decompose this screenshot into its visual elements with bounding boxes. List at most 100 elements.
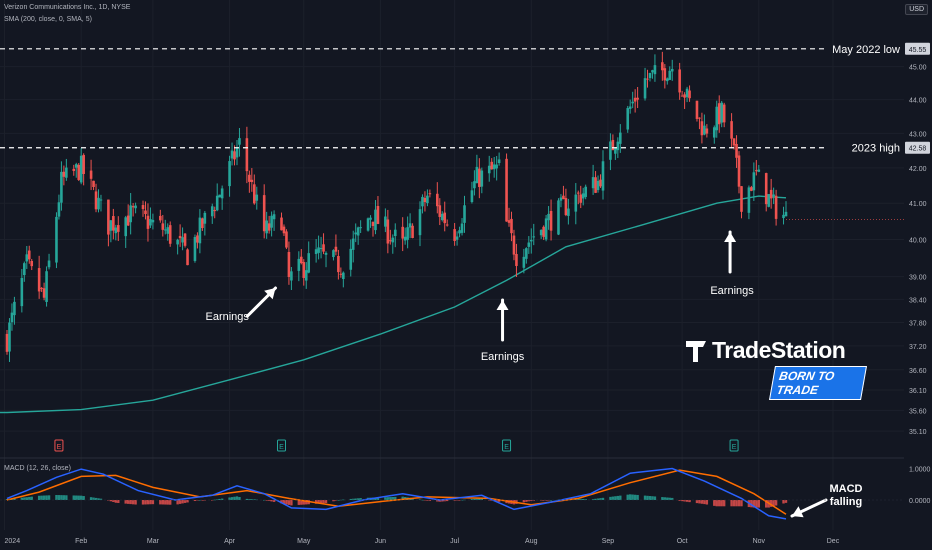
candle-body: [782, 214, 785, 219]
candle-body: [230, 150, 234, 159]
macd-histogram-bar: [680, 500, 684, 502]
candle-body: [651, 70, 654, 73]
candle-body: [683, 94, 686, 98]
macd-histogram-bar: [72, 495, 75, 500]
candle-body: [304, 270, 308, 281]
time-tick-label: May: [297, 538, 311, 545]
candle-body: [529, 239, 533, 242]
candle-body: [473, 181, 476, 189]
candle-body: [678, 69, 681, 93]
macd-histogram-bar: [678, 500, 681, 501]
candle-body: [8, 322, 11, 352]
candle-body: [107, 199, 110, 235]
price-tick-label: 35.10: [909, 429, 927, 436]
macd-histogram-bar: [522, 500, 526, 503]
candle-body: [282, 226, 286, 234]
macd-histogram-bar: [527, 500, 531, 502]
candle-body: [453, 229, 456, 241]
tradestation-logo: TradeStation BORN TO TRADE: [684, 337, 867, 400]
currency-badge[interactable]: USD: [905, 4, 928, 15]
candle-body: [532, 236, 536, 238]
candle-body: [74, 164, 78, 168]
macd-histogram-bar: [30, 496, 33, 500]
time-axis[interactable]: 2024 Feb Mar Apr May Jun Jul Aug Sep Oct Nov Dec: [5, 538, 840, 545]
macd-histogram-bar: [698, 500, 701, 504]
candle-body: [510, 218, 513, 234]
candle-body: [65, 167, 68, 178]
earnings-label: Earnings: [481, 351, 525, 363]
macd-histogram-bar: [765, 500, 768, 508]
macd-histogram-bar: [599, 498, 602, 500]
candle-body: [55, 216, 58, 263]
macd-histogram-bar: [109, 500, 113, 502]
candle-body: [525, 248, 528, 259]
macd-histogram-bar: [703, 500, 706, 505]
macd-histogram-bar: [688, 500, 691, 503]
annotation-arrowhead: [496, 300, 509, 310]
symbol-title: Verizon Communications Inc., 1D, NYSE: [4, 4, 131, 11]
macd-histogram-bar: [584, 499, 587, 500]
macd-histogram-bar: [99, 498, 103, 500]
price-tick-label: 43.00: [909, 131, 927, 138]
macd-histogram-bar: [671, 497, 674, 500]
macd-histogram-bar: [267, 500, 271, 501]
macd-signal-line: [6, 469, 787, 515]
candle-body: [47, 260, 51, 268]
candle-body: [547, 213, 550, 221]
earnings-marker-label: E: [57, 444, 62, 451]
candle-body: [245, 138, 249, 172]
earnings-marker-label: E: [732, 444, 737, 451]
price-axis[interactable]: 35.10 35.60 36.10 36.60 37.20 37.80 38.40 39.00…: [786, 65, 927, 437]
macd-legend: MACD (12, 26, close): [4, 465, 71, 472]
candle-body: [198, 217, 202, 244]
macd-histogram-bar: [542, 500, 545, 501]
macd-annotation: falling: [830, 496, 862, 508]
candle-body: [408, 223, 412, 228]
macd-histogram-bar: [718, 500, 721, 507]
candle-body: [97, 197, 100, 210]
candle-body: [609, 141, 612, 160]
macd-histogram-bar: [238, 496, 241, 500]
macd-histogram-bar: [532, 500, 535, 501]
macd-histogram-bar: [695, 500, 699, 504]
macd-histogram-bar: [352, 498, 355, 500]
macd-histogram-bar: [438, 500, 441, 502]
macd-histogram-bar: [280, 500, 283, 504]
macd-histogram-bar: [614, 496, 617, 500]
macd-histogram-bar: [79, 495, 83, 500]
candle-body: [665, 78, 669, 82]
candle-body: [287, 252, 291, 278]
candle-body: [715, 106, 719, 131]
macd-histogram-bar: [386, 497, 390, 500]
macd-histogram-bar: [112, 500, 115, 503]
candle-body: [492, 164, 496, 170]
macd-histogram-bar: [752, 500, 756, 508]
candle-body: [317, 247, 320, 253]
macd-histogram-bar: [230, 497, 234, 500]
macd-histogram-bar: [40, 495, 43, 500]
candle-body: [131, 206, 135, 208]
macd-histogram-bar: [418, 499, 422, 501]
candle-body: [616, 141, 620, 151]
candle-body: [698, 117, 701, 119]
candle-body: [750, 187, 753, 191]
macd-histogram-bar: [354, 498, 357, 500]
candle-body: [574, 194, 578, 212]
macd-histogram-bar: [166, 500, 169, 505]
candle-body: [695, 100, 699, 119]
macd-histogram-bar: [141, 500, 145, 505]
macd-histogram-bar: [389, 497, 392, 500]
candle-body: [45, 271, 48, 302]
macd-histogram-bar: [159, 500, 162, 505]
macd-histogram-bar: [270, 500, 273, 502]
grid-lines: [0, 457, 904, 459]
macd-histogram-bar: [591, 499, 595, 500]
macd-histogram-bar: [544, 500, 548, 501]
macd-histogram-bar: [359, 498, 362, 500]
macd-histogram-bar: [473, 498, 476, 500]
candle-body: [527, 242, 531, 247]
candlestick-series: [5, 51, 788, 362]
macd-histogram-bar: [55, 495, 58, 500]
candle-body: [601, 161, 605, 191]
